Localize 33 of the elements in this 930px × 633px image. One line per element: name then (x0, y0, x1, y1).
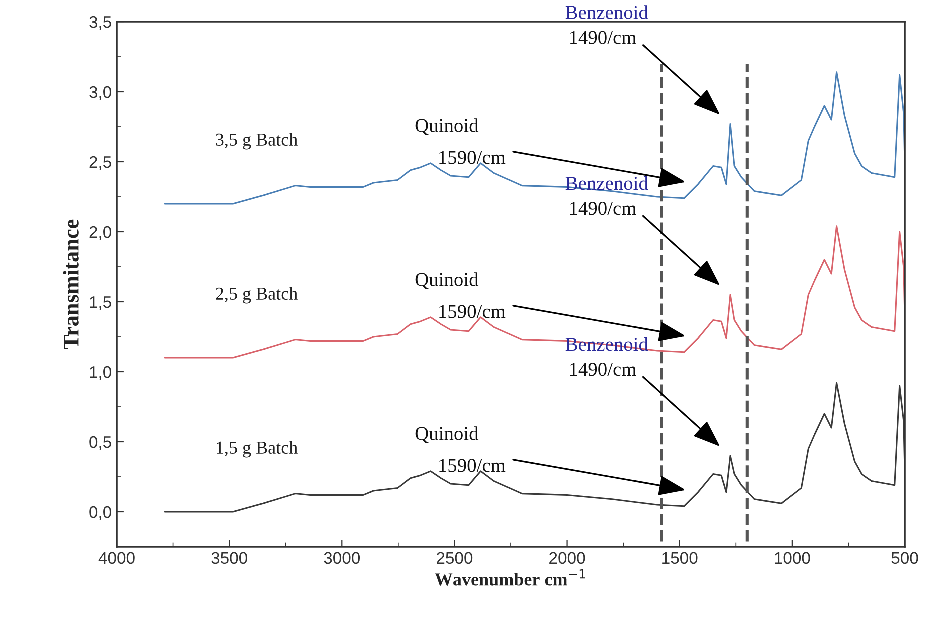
text: Benzenoid (566, 6, 648, 20)
x-tick-label: 2500 (437, 552, 473, 564)
text: 2,5 g Batch (216, 287, 298, 304)
x-tick-label: 1500 (662, 552, 698, 564)
annotation: 1490/cm (570, 363, 636, 376)
annotation: 1590/cm (440, 151, 506, 164)
x-tick-label: 4000 (98, 552, 135, 564)
line-series (164, 226, 905, 359)
y-tick-label: 1,0 (90, 366, 112, 380)
y-tick-label: 3,5 (90, 16, 112, 30)
annotation: Benzenoid (566, 176, 648, 190)
annotation: Quinoid (416, 118, 479, 136)
x-tick-label: 1000 (775, 552, 810, 564)
y-tick-label: 0,0 (90, 506, 112, 520)
y-tick-label: 2,5 (90, 156, 112, 170)
x-tick-label: 3000 (324, 552, 360, 564)
y-tick-label: 1,5 (90, 296, 112, 310)
annotation: 1490/cm (570, 202, 636, 216)
annotation: 1590/cm (440, 459, 506, 472)
y-axis-title: Transmitance (63, 220, 79, 350)
x-tick-label: 3500 (212, 552, 248, 564)
annotation: Quinoid (416, 426, 479, 444)
text: 3,5 g Batch (216, 133, 298, 150)
text: 1,5 g Batch (217, 441, 298, 458)
y-tick-label: 0,5 (90, 436, 112, 450)
x-axis-title: Wavenumber cm$^{−1}$ (435, 569, 586, 586)
y-tick-label: 2,0 (90, 226, 112, 240)
annotation: 1590/cm (440, 305, 506, 318)
annotation: Quinoid (416, 272, 479, 290)
x-tick-label: 2000 (550, 552, 586, 564)
y-tick-label: 3,0 (90, 86, 112, 100)
annotation: 1490/cm (570, 31, 636, 44)
x-tick-label: 500 (892, 552, 918, 564)
